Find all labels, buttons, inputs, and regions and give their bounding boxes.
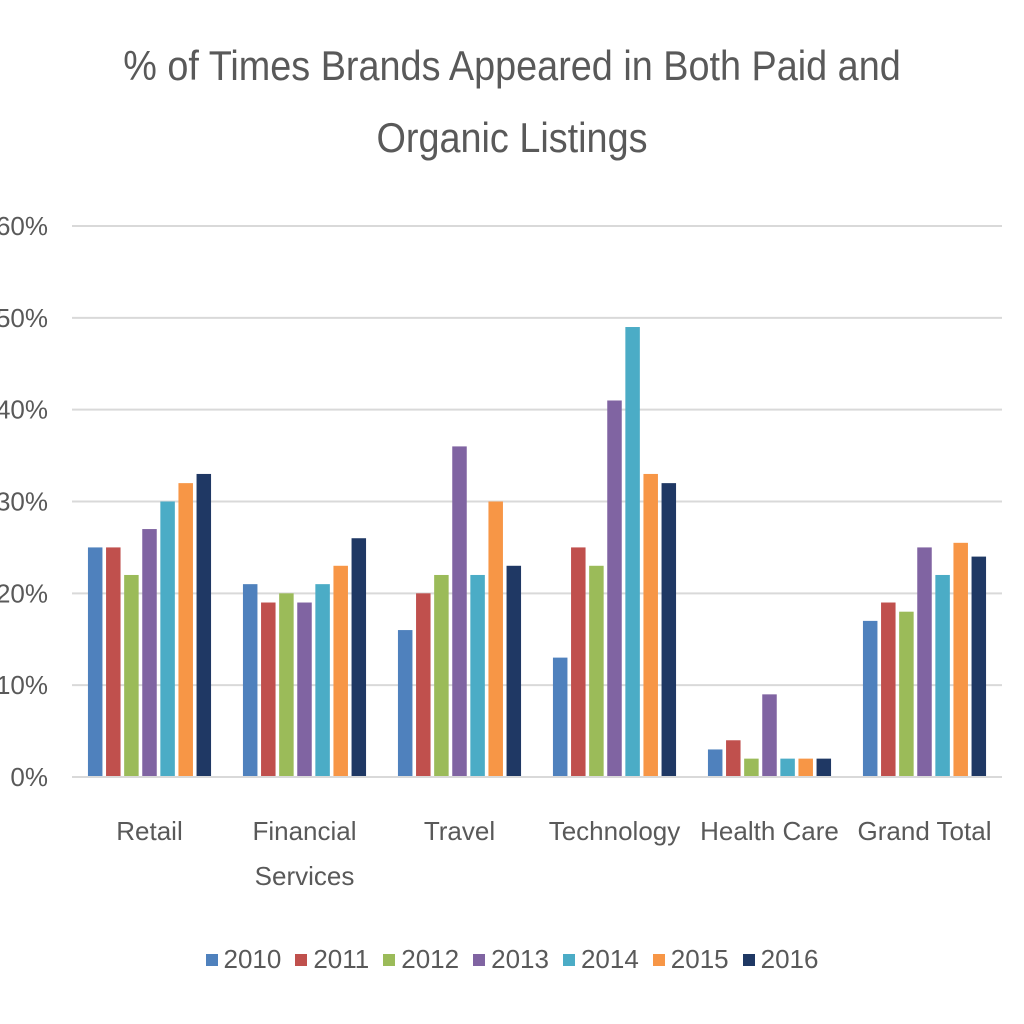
y-tick-label: 30%	[0, 487, 48, 517]
bar	[643, 473, 658, 777]
bar	[726, 740, 741, 777]
bar	[506, 565, 522, 777]
legend-label: 2015	[670, 944, 729, 974]
legend-label: 2010	[223, 944, 282, 974]
bar	[881, 602, 896, 777]
legend-label: 2012	[401, 944, 460, 974]
bar	[142, 529, 157, 777]
bar	[571, 547, 586, 777]
bar	[178, 483, 193, 777]
legend-swatch	[295, 953, 308, 966]
legend-item: 2012	[383, 944, 459, 975]
bar	[762, 694, 777, 777]
bar	[397, 630, 413, 777]
y-tick-label: 50%	[0, 303, 48, 333]
legend-item: 2010	[205, 944, 282, 975]
bar	[297, 602, 312, 777]
x-axis-labels: Retail Financial Services Travel Technology H…	[116, 816, 991, 891]
bar	[261, 602, 276, 777]
legend-swatch	[562, 953, 575, 966]
bar	[917, 547, 932, 777]
y-tick-label: 10%	[0, 670, 48, 700]
category-label-line: Travel	[424, 816, 495, 846]
bar	[589, 565, 604, 777]
legend-label: 2016	[760, 944, 819, 974]
legend-swatch	[205, 953, 218, 966]
y-tick-label: 40%	[0, 395, 48, 425]
legend-item: 2015	[652, 944, 729, 975]
bar	[935, 574, 950, 777]
legend-item: 2013	[473, 944, 549, 975]
legend-item: 2011	[295, 944, 369, 975]
gridlines	[72, 225, 1002, 687]
legend: 2010 2011 2012 2013 2014 2015 2016	[0, 944, 1024, 975]
y-axis-ticks: 0% 10% 20% 30% 40% 50% 60%	[0, 211, 48, 792]
bar	[661, 483, 677, 777]
bars	[87, 327, 987, 777]
x-category-label: Travel	[424, 816, 495, 846]
category-label-line: Retail	[116, 816, 182, 846]
legend-swatch	[742, 953, 755, 966]
bar	[196, 473, 212, 777]
bar	[124, 574, 139, 777]
bar	[279, 593, 294, 777]
bar	[816, 758, 832, 777]
bar	[315, 584, 330, 777]
x-category-label: Retail	[116, 816, 182, 846]
bar	[552, 657, 568, 777]
legend-swatch	[473, 953, 486, 966]
bar	[87, 547, 103, 777]
bar	[106, 547, 121, 777]
legend-item: 2016	[742, 944, 819, 975]
legend-label: 2011	[313, 944, 370, 974]
bar	[416, 593, 431, 777]
x-category-label: Grand Total	[858, 816, 992, 846]
bar	[470, 574, 485, 777]
bar	[160, 501, 175, 777]
y-tick-label: 0%	[10, 762, 48, 792]
bar	[899, 611, 914, 777]
category-label-line: Technology	[549, 816, 681, 846]
bar	[953, 542, 968, 777]
bar	[744, 758, 759, 777]
legend-label: 2014	[580, 944, 639, 974]
y-tick-label: 20%	[0, 578, 48, 608]
legend-item: 2014	[562, 944, 639, 975]
category-label-line: Services	[255, 861, 355, 891]
y-tick-label: 60%	[0, 211, 48, 241]
x-category-label: Health Care	[700, 816, 839, 846]
category-label-line: Financial	[252, 816, 356, 846]
bar	[971, 556, 987, 777]
bar	[798, 758, 813, 777]
chart-title: % of Times Brands Appeared in Both Paid …	[123, 42, 901, 161]
bar	[452, 446, 467, 777]
x-category-label: Financial Services	[252, 816, 356, 891]
bar	[625, 327, 640, 777]
legend-swatch	[383, 953, 396, 966]
legend-label: 2013	[491, 944, 549, 974]
bar	[434, 574, 449, 777]
x-category-label: Technology	[549, 816, 681, 846]
bar	[862, 620, 878, 777]
category-label-line: Health Care	[700, 816, 839, 846]
bar	[607, 400, 622, 777]
bar	[242, 584, 258, 777]
legend-swatch	[652, 953, 665, 966]
bar	[351, 538, 367, 777]
category-label-line: Grand Total	[858, 816, 992, 846]
bar	[707, 749, 723, 777]
bar	[780, 758, 795, 777]
bar	[488, 501, 503, 777]
bar	[333, 565, 348, 777]
